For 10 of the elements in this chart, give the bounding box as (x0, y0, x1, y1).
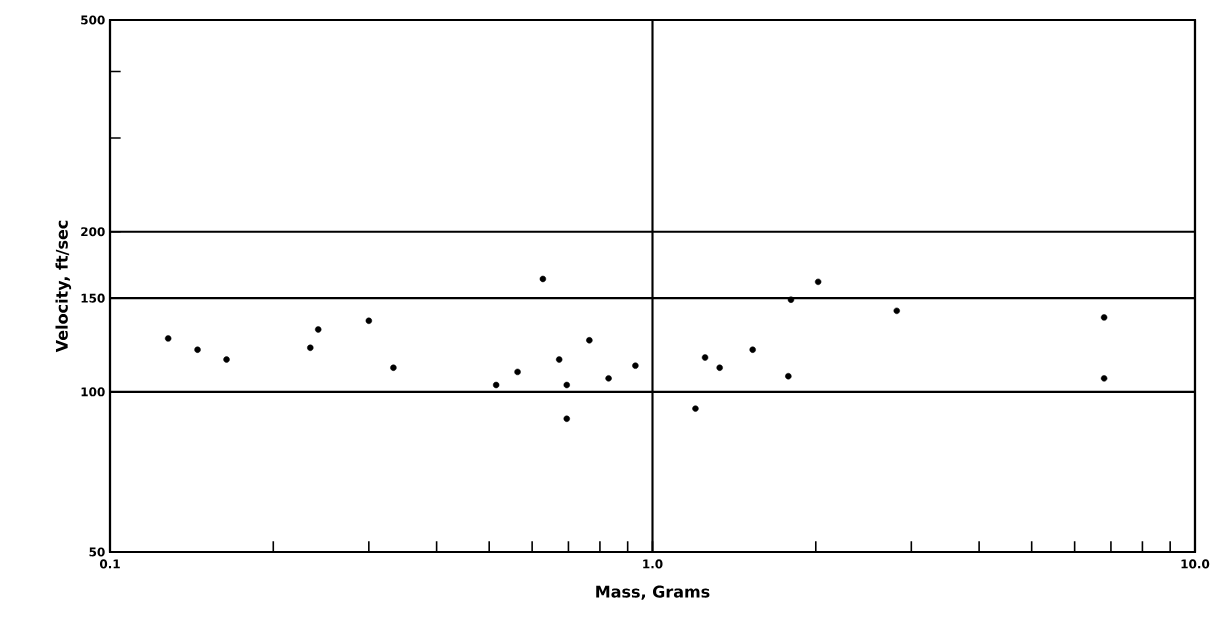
y-tick-label: 500 (81, 15, 105, 25)
y-tick-label: 50 (89, 547, 105, 557)
x-axis-title: Mass, Grams (596, 585, 710, 600)
y-tick-label: 100 (81, 387, 105, 397)
y-tick-label: 200 (81, 227, 105, 237)
x-tick-label: 10.0 (1181, 559, 1210, 569)
x-tick-label: 1.0 (643, 559, 663, 569)
y-axis-title: Velocity, ft/sec (55, 220, 72, 353)
x-tick-label: 0.1 (99, 559, 120, 569)
y-tick-label: 150 (81, 293, 105, 303)
